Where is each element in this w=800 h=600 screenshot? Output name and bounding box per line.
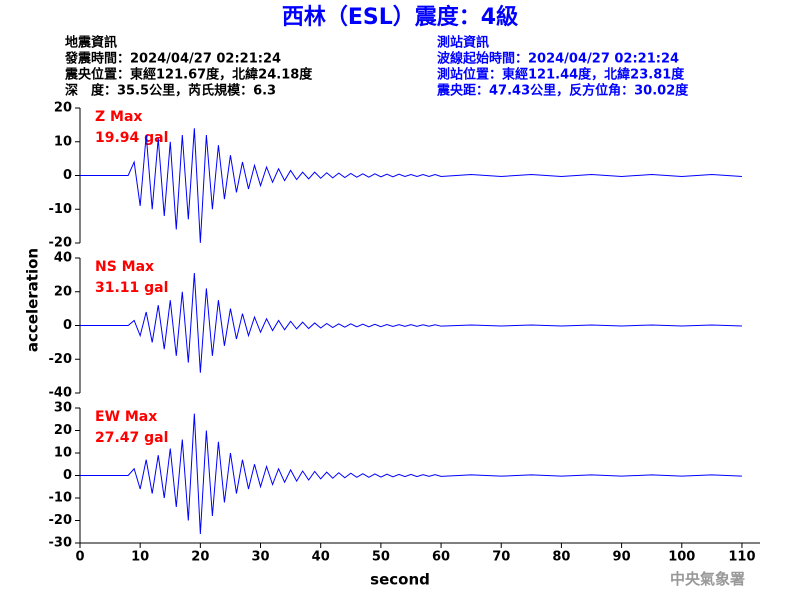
max-label: 31.11 gal <box>95 280 168 296</box>
y-tick-label: 0 <box>63 168 72 183</box>
y-tick-label: 30 <box>54 401 72 416</box>
info-right: 測站資訊 <box>437 35 489 51</box>
y-tick-label: -30 <box>49 536 73 551</box>
y-tick-label: 10 <box>54 446 72 461</box>
x-tick-label: 20 <box>191 550 209 565</box>
max-label: 19.94 gal <box>95 130 168 146</box>
y-tick-label: 20 <box>54 101 72 116</box>
x-tick-label: 30 <box>251 550 269 565</box>
info-left: 深 度：35.5公里，芮氏規模：6.3 <box>65 83 276 99</box>
y-tick-label: 20 <box>54 284 72 299</box>
y-tick-label: 40 <box>54 251 72 266</box>
info-left: 地震資訊 <box>65 35 117 51</box>
y-tick-label: -40 <box>49 386 73 401</box>
info-right: 震央距：47.43公里，反方位角：30.02度 <box>436 83 689 99</box>
footer: 中央氣象署 <box>670 570 745 588</box>
waveform <box>80 272 742 373</box>
y-tick-label: -20 <box>49 352 73 367</box>
x-tick-label: 110 <box>728 550 755 565</box>
y-tick-label: 10 <box>54 134 72 149</box>
y-tick-label: -10 <box>49 491 73 506</box>
x-tick-label: 90 <box>613 550 631 565</box>
component-label: EW Max <box>95 409 157 425</box>
x-tick-label: 50 <box>372 550 390 565</box>
x-tick-label: 40 <box>312 550 330 565</box>
y-tick-label: 0 <box>63 318 72 333</box>
y-tick-label: 0 <box>63 468 72 483</box>
y-tick-label: -20 <box>49 236 73 251</box>
info-right: 測站位置：東經121.44度，北緯23.81度 <box>437 67 685 83</box>
x-tick-label: 0 <box>75 550 84 565</box>
x-tick-label: 100 <box>668 550 695 565</box>
max-label: 27.47 gal <box>95 430 168 446</box>
title: 西林（ESL）震度：4級 <box>282 4 518 30</box>
info-right: 波線起始時間：2024/04/27 02:21:24 <box>437 51 679 67</box>
y-tick-label: -10 <box>49 202 73 217</box>
info-left: 發震時間：2024/04/27 02:21:24 <box>64 51 281 67</box>
x-axis-label: second <box>370 571 430 589</box>
component-label: Z Max <box>95 109 142 125</box>
waveform <box>80 413 742 535</box>
component-label: NS Max <box>95 259 154 275</box>
info-left: 震央位置：東經121.67度，北緯24.18度 <box>64 67 313 83</box>
y-tick-label: -20 <box>49 513 73 528</box>
waveform <box>80 128 742 243</box>
y-tick-label: 20 <box>54 423 72 438</box>
x-tick-label: 80 <box>552 550 570 565</box>
x-tick-label: 10 <box>131 550 149 565</box>
x-tick-label: 60 <box>432 550 450 565</box>
x-tick-label: 70 <box>492 550 510 565</box>
y-axis-label: acceleration <box>24 248 42 352</box>
